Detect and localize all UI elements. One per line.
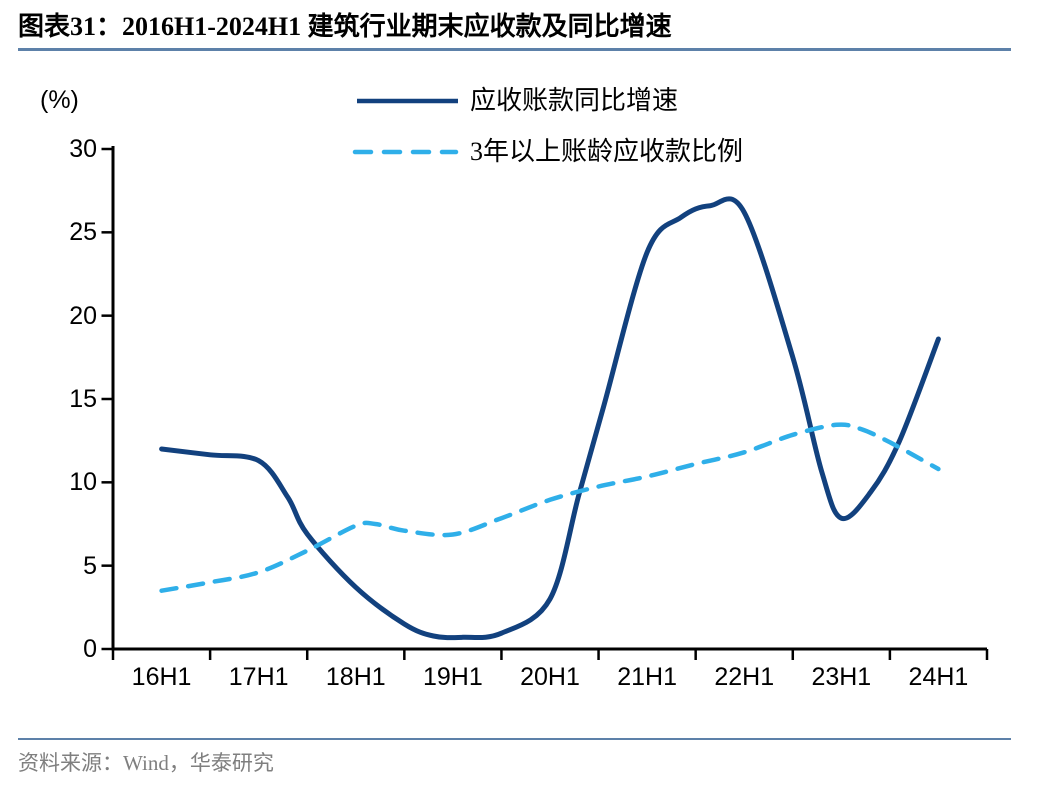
x-tick-label: 20H1: [520, 663, 580, 691]
y-tick-label: 15: [69, 385, 97, 413]
source-note: 资料来源：Wind，华泰研究: [18, 751, 274, 775]
figure-title: 图表31：2016H1-2024H1 建筑行业期末应收款及同比增速: [18, 10, 1018, 44]
legend-label-solid-series: 应收账款同比增速: [470, 86, 679, 115]
x-tick-label: 22H1: [714, 663, 775, 691]
x-tick-label: 17H1: [228, 663, 289, 691]
y-axis-unit-label: (%): [40, 86, 79, 114]
x-tick-label: 18H1: [325, 663, 386, 691]
y-tick-label: 5: [83, 551, 97, 580]
legend-label-dashed-series: 3年以上账龄应收款比例: [470, 137, 744, 166]
series-line-solid: [159, 196, 941, 641]
y-tick-label: 0: [83, 635, 97, 663]
x-tick-label: 24H1: [908, 663, 969, 691]
figure-index-label: 图表31：: [18, 12, 123, 41]
y-tick-label: 30: [69, 135, 97, 163]
x-tick-label: 19H1: [423, 663, 483, 691]
y-tick-label: 25: [69, 218, 97, 247]
figure-title-text: 2016H1-2024H1 建筑行业期末应收款及同比增速: [122, 12, 672, 41]
y-tick-label: 10: [69, 468, 97, 497]
series-line-dashed: [159, 422, 941, 593]
title-underline-rule: [18, 48, 1011, 51]
y-tick-label: 20: [69, 301, 97, 330]
x-tick-label: 23H1: [811, 663, 872, 691]
x-tick-label: 21H1: [617, 663, 677, 691]
footer-divider-rule: [18, 738, 1011, 740]
x-tick-label: 16H1: [131, 663, 192, 691]
